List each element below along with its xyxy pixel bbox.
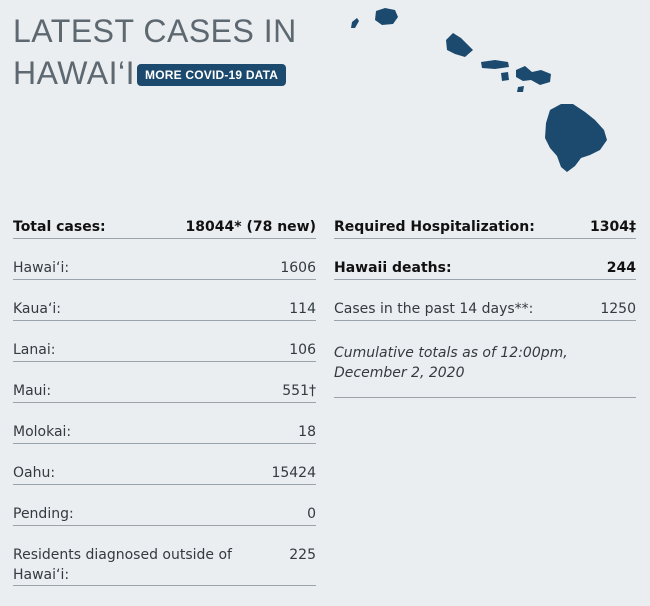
more-covid-data-button[interactable]: MORE COVID-19 DATA [137, 64, 287, 86]
right-row: Hawaii deaths: 244 [334, 249, 636, 280]
row-value: 18 [298, 424, 316, 440]
left-row: Molokai: 18 [13, 413, 316, 444]
molokai-island [481, 60, 509, 69]
summary-column: Required Hospitalization: 1304‡ Hawaii dea… [334, 208, 636, 398]
left-row: Residents diagnosed outside of Hawai‘i: 2… [13, 536, 316, 586]
row-value: 106 [289, 342, 316, 358]
left-row: Lanai: 106 [13, 331, 316, 362]
row-value: 1304‡ [590, 219, 636, 235]
title-line-1: LATEST CASES IN [13, 13, 297, 49]
left-row: Oahu: 15424 [13, 454, 316, 485]
row-value: 551† [282, 383, 316, 399]
right-row: Required Hospitalization: 1304‡ [334, 208, 636, 239]
island-cases-column: Total cases: 18044* (78 new) Hawai‘i: 1606 K… [13, 208, 316, 596]
row-label: Required Hospitalization: [334, 219, 535, 235]
niihau-island [351, 18, 359, 28]
hawaii-island [545, 104, 607, 172]
row-value: 15424 [271, 465, 316, 481]
row-label: Cases in the past 14 days**: [334, 301, 534, 317]
row-label: Maui: [13, 383, 52, 399]
right-row: Cases in the past 14 days**: 1250 [334, 290, 636, 321]
left-row: Hawai‘i: 1606 [13, 249, 316, 280]
row-label: Hawai‘i: [13, 260, 70, 276]
page-title: LATEST CASES IN HAWAI‘I [13, 10, 297, 94]
left-row: Total cases: 18044* (78 new) [13, 208, 316, 239]
row-label: Molokai: [13, 424, 72, 440]
row-value: 0 [307, 506, 316, 522]
row-value: 18044* (78 new) [185, 219, 316, 235]
row-label: Hawaii deaths: [334, 260, 452, 276]
kahoolawe-island [517, 86, 524, 92]
row-value: 225 [289, 547, 316, 563]
cumulative-note: Cumulative totals as of 12:00pm, Decembe… [334, 331, 636, 398]
row-value: 114 [289, 301, 316, 317]
maui-island [516, 66, 551, 85]
title-line-2: HAWAI‘I [13, 55, 136, 91]
hawaii-islands-map [351, 8, 607, 172]
kauai-island [375, 8, 398, 25]
row-label: Total cases: [13, 219, 106, 235]
left-row: Kaua‘i: 114 [13, 290, 316, 321]
left-row: Maui: 551† [13, 372, 316, 403]
row-label: Kaua‘i: [13, 301, 62, 317]
lanai-island [501, 72, 509, 81]
row-value: 1606 [280, 260, 316, 276]
row-value: 1250 [600, 301, 636, 317]
row-label: Oahu: [13, 465, 56, 481]
oahu-island [446, 33, 473, 57]
row-label: Lanai: [13, 342, 56, 358]
left-row: Pending: 0 [13, 495, 316, 526]
row-value: 244 [606, 260, 636, 276]
row-label: Residents diagnosed outside of Hawai‘i: [13, 547, 232, 583]
row-label: Pending: [13, 506, 74, 522]
